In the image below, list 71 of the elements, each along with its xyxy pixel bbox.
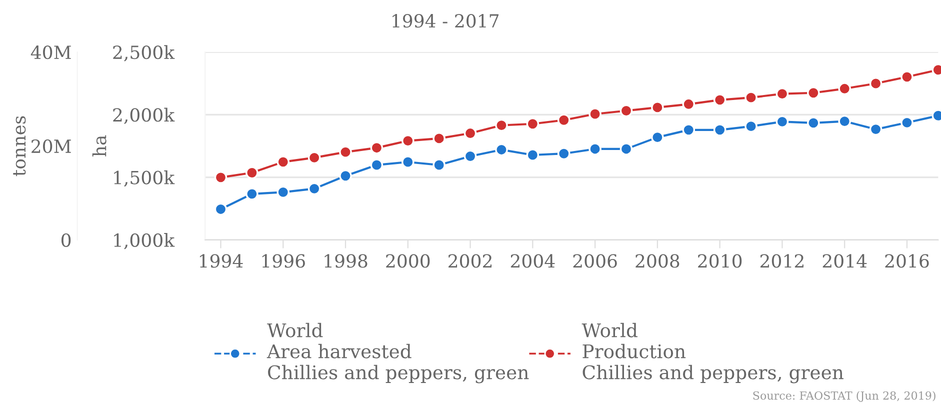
point (246, 166, 258, 180)
point (713, 94, 726, 106)
point (339, 146, 352, 158)
point (495, 143, 508, 156)
source-note: Source: FAOSTAT (Jun 28, 2019) (753, 391, 936, 402)
point (682, 124, 696, 136)
legend-label: World Area harvested Chillies and peppers, green (266, 322, 529, 384)
point (807, 86, 820, 100)
x-tick-label: 2006 (573, 254, 617, 268)
point (246, 188, 258, 200)
y-tick-label: 2,500k (113, 45, 175, 62)
legend-label: World Production Chillies and peppers, green (582, 322, 844, 384)
point (682, 98, 696, 111)
x-tick-label: 1998 (324, 254, 368, 268)
point (651, 101, 664, 114)
y2-tick-label: 0 (62, 233, 71, 248)
point (432, 132, 446, 145)
y2-tick-label: 40M (30, 45, 71, 60)
point (807, 116, 820, 130)
point (308, 151, 321, 164)
point (620, 104, 633, 118)
x-tick-label: 2002 (448, 254, 492, 268)
point (464, 150, 477, 163)
x-tick-label: 2004 (510, 254, 555, 268)
point (526, 117, 540, 130)
point (557, 147, 570, 160)
x-tick-label: 2008 (636, 254, 680, 268)
point (744, 91, 758, 104)
x-tick-label: 1996 (262, 254, 305, 268)
point (370, 158, 384, 172)
y2-tick-label: 20M (32, 139, 71, 154)
x-tick-label: 2016 (885, 254, 929, 268)
point (869, 77, 882, 90)
point (713, 124, 726, 136)
point (838, 114, 851, 128)
point (651, 130, 664, 144)
point (276, 156, 290, 168)
point (838, 82, 851, 96)
point (276, 186, 290, 199)
point (214, 202, 228, 216)
point (370, 141, 384, 154)
point (588, 108, 602, 120)
point (464, 126, 477, 140)
point (776, 115, 789, 128)
point (869, 122, 882, 136)
point (308, 182, 321, 196)
point (900, 70, 914, 84)
x-tick-label: 2012 (760, 254, 804, 268)
point (495, 118, 508, 132)
y-tick-label: 2,000k (113, 108, 175, 124)
chart-title: 1994 - 2017 (392, 14, 499, 28)
y-tick-label: 1,000k (114, 233, 175, 250)
point (588, 142, 602, 156)
point (432, 158, 446, 172)
point (900, 116, 914, 130)
x-tick-label: 2014 (822, 254, 867, 268)
x-tick-label: 2010 (698, 254, 742, 268)
y-tick-label: 1,500k (114, 170, 175, 187)
point (402, 156, 414, 168)
x-tick-label: 1994 (200, 254, 243, 268)
y-axis-title: ha (92, 135, 106, 157)
point (339, 170, 352, 182)
point (402, 134, 414, 148)
x-tick-label: 2000 (386, 254, 430, 268)
point (776, 87, 789, 100)
point (526, 148, 540, 162)
point (214, 171, 228, 184)
point (744, 120, 758, 133)
point (557, 114, 570, 127)
y2-axis-title: tonnes (13, 116, 26, 176)
point (620, 142, 633, 156)
